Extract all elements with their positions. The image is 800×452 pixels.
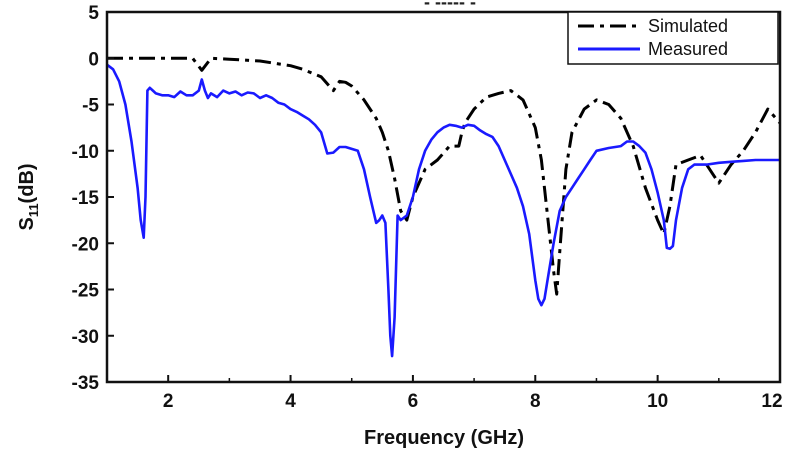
y-tick-label: -15 — [72, 188, 100, 209]
y-axis-title-main: S — [16, 217, 38, 230]
series-line-measured — [107, 63, 780, 358]
x-tick-label: 2 — [163, 391, 174, 412]
y-tick-label: -5 — [82, 96, 99, 117]
x-tick-label: 12 — [761, 391, 782, 412]
legend-simulated-label: Simulated — [648, 16, 728, 36]
x-tick-label: 6 — [408, 391, 419, 412]
y-tick-label: -25 — [72, 281, 100, 302]
y-axis-ticks: 5 0 -5 -10 -15 -20 -25 -30 -35 — [72, 3, 114, 394]
legend-measured-label: Measured — [648, 39, 728, 59]
x-tick-label: 10 — [647, 391, 668, 412]
y-tick-label: 0 — [88, 49, 99, 70]
legend-box — [567, 11, 779, 65]
y-tick-label: -10 — [72, 142, 99, 163]
top-text-fragment: - ----- - — [424, 0, 476, 12]
y-axis-title-subscript: 11 — [26, 203, 41, 217]
series-layer — [107, 56, 780, 358]
y-tick-label: -30 — [72, 327, 99, 348]
y-tick-label: -20 — [72, 234, 99, 255]
series-line-simulated — [107, 56, 780, 296]
legend: Simulated Measured — [567, 11, 779, 65]
y-axis-title-suffix: (dB) — [16, 163, 38, 203]
x-axis-title: Frequency (GHz) — [364, 427, 524, 449]
y-tick-label: -35 — [72, 373, 100, 394]
y-axis-title: S11(dB) — [16, 163, 41, 230]
y-tick-label: 5 — [88, 3, 99, 24]
x-tick-label: 4 — [285, 391, 296, 412]
x-axis-ticks: 2 4 6 8 10 12 — [106, 375, 783, 412]
x-tick-label: 8 — [530, 391, 541, 412]
